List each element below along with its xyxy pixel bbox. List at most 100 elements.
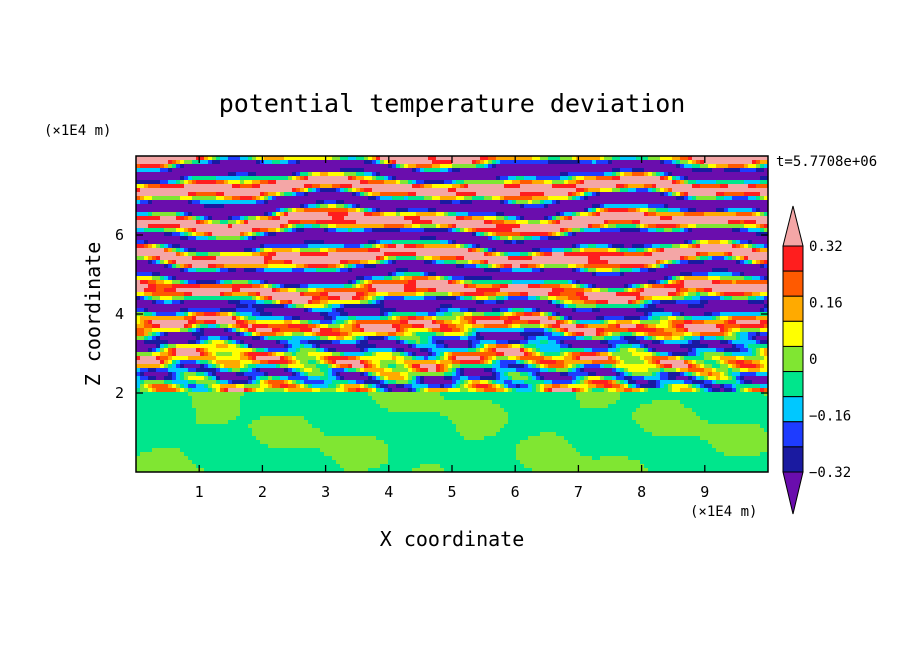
- field-row: [136, 288, 768, 293]
- field-row: [136, 356, 768, 361]
- x-tick-label: 8: [637, 483, 646, 501]
- field-row: [136, 188, 768, 193]
- field-row: [136, 176, 768, 181]
- field-row: [136, 344, 768, 349]
- contour-field: [136, 156, 768, 472]
- field-row: [136, 352, 768, 357]
- x-tick-label: 5: [447, 483, 456, 501]
- field-row: [136, 468, 768, 472]
- field-row: [136, 216, 768, 221]
- field-row: [136, 208, 768, 213]
- field-row: [136, 264, 768, 269]
- field-row: [136, 384, 768, 389]
- field-row: [136, 308, 768, 313]
- field-row: [136, 232, 768, 237]
- x-tick-label: 3: [321, 483, 330, 501]
- field-row: [136, 380, 768, 385]
- field-row: [136, 272, 768, 277]
- field-row: [136, 228, 768, 233]
- field-row: [136, 248, 768, 253]
- field-row: [136, 220, 768, 225]
- field-row: [136, 432, 768, 437]
- field-row: [136, 452, 768, 457]
- field-row: [136, 160, 768, 165]
- y-axis-unit: (×1E4 m): [44, 123, 111, 139]
- colorbar-segment: [782, 345, 804, 373]
- field-row: [136, 428, 768, 433]
- field-row: [136, 436, 768, 441]
- x-axis-label: X coordinate: [380, 527, 525, 551]
- field-row: [136, 412, 768, 417]
- field-row: [136, 372, 768, 377]
- x-axis-ticks: 1 2 3 4 5 6 7 8 9: [195, 156, 709, 501]
- field-row: [136, 304, 768, 309]
- field-row: [136, 276, 768, 281]
- field-row: [136, 240, 768, 245]
- colorbar-tick-label: 0.32: [809, 239, 843, 255]
- field-row: [136, 388, 768, 393]
- colorbar-segment: [782, 245, 804, 272]
- field-row: [136, 408, 768, 413]
- field-row: [136, 312, 768, 317]
- field-row: [136, 444, 768, 449]
- x-tick-label: 4: [384, 483, 393, 501]
- field-row: [136, 404, 768, 409]
- field-row: [136, 464, 768, 469]
- field-row: [136, 268, 768, 273]
- field-row: [136, 368, 768, 373]
- x-tick-label: 6: [511, 483, 520, 501]
- colorbar-extend-min: [782, 471, 804, 515]
- x-tick-label: 2: [258, 483, 267, 501]
- colorbar-tick-label: 0.16: [809, 296, 843, 312]
- field-row: [136, 284, 768, 289]
- field-row: [136, 184, 768, 189]
- field-row: [136, 224, 768, 229]
- field-row: [136, 376, 768, 381]
- field-row: [136, 460, 768, 465]
- y-tick-label: 4: [115, 305, 124, 323]
- field-row: [136, 396, 768, 401]
- colorbar: 0.32 0.16 0 −0.16 −0.32: [782, 205, 851, 515]
- colorbar-segment: [782, 371, 804, 398]
- colorbar-tick-label: −0.16: [809, 409, 851, 425]
- field-row: [136, 280, 768, 285]
- field-row: [136, 336, 768, 341]
- field-row: [136, 296, 768, 301]
- field-row: [136, 348, 768, 353]
- time-label: t=5.7708e+06: [776, 154, 877, 170]
- chart-title: potential temperature deviation: [219, 89, 686, 118]
- x-tick-label: 9: [700, 483, 709, 501]
- field-row: [136, 440, 768, 445]
- field-row: [136, 200, 768, 205]
- x-tick-label: 1: [195, 483, 204, 501]
- field-row: [136, 324, 768, 329]
- field-row: [136, 320, 768, 325]
- field-row: [136, 448, 768, 453]
- y-tick-label: 6: [115, 226, 124, 244]
- field-row: [136, 260, 768, 265]
- field-row: [136, 168, 768, 173]
- field-row: [136, 196, 768, 201]
- field-row: [136, 192, 768, 197]
- field-row: [136, 456, 768, 461]
- field-row: [136, 244, 768, 249]
- x-tick-label: 7: [574, 483, 583, 501]
- field-row: [136, 180, 768, 185]
- field-row: [136, 316, 768, 321]
- field-row: [136, 292, 768, 297]
- field-row: [136, 204, 768, 209]
- colorbar-tick-label: −0.32: [809, 465, 851, 481]
- field-row: [136, 172, 768, 177]
- colorbar-segment: [782, 270, 804, 297]
- field-row: [136, 340, 768, 345]
- field-row: [136, 416, 768, 421]
- field-row: [136, 164, 768, 169]
- y-axis-label: Z coordinate: [81, 242, 105, 387]
- field-row: [136, 256, 768, 261]
- x-axis-unit: (×1E4 m): [690, 504, 757, 520]
- field-row: [136, 424, 768, 429]
- colorbar-segment: [782, 446, 804, 473]
- field-row: [136, 156, 768, 161]
- colorbar-tick-label: 0: [809, 352, 817, 368]
